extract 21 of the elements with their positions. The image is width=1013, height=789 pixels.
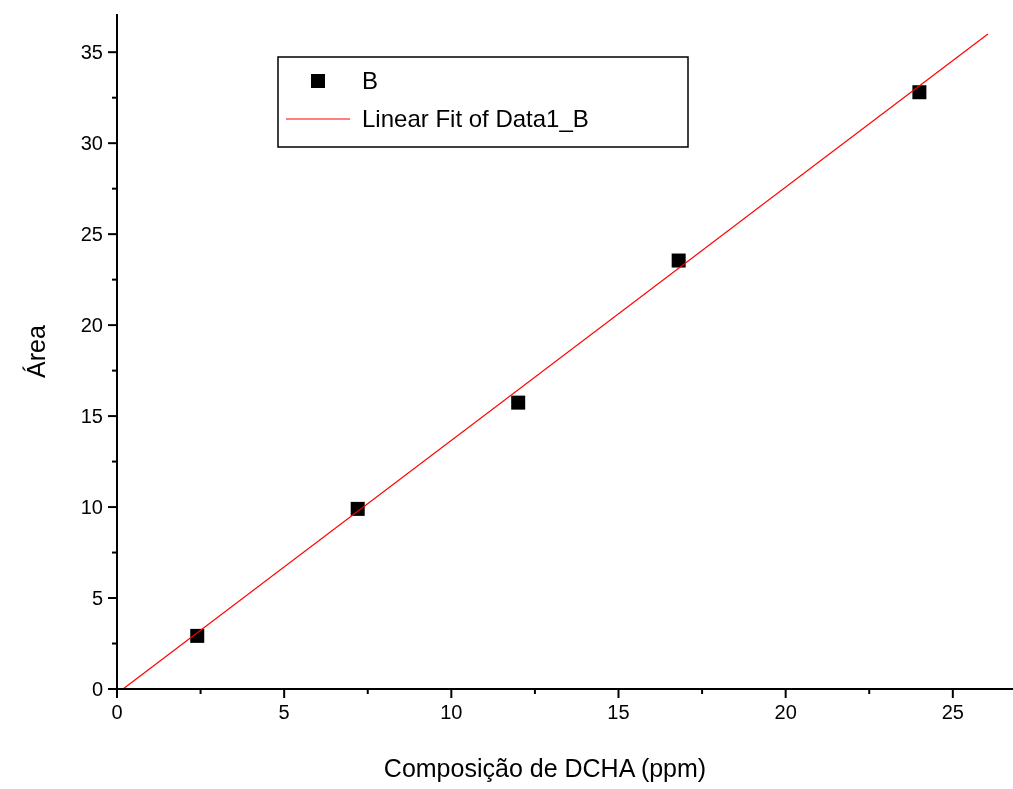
y-tick-label: 5 [91, 587, 103, 610]
y-tick-label: 30 [80, 132, 103, 155]
point [511, 395, 526, 410]
point [912, 85, 927, 100]
y-tick-label: 25 [80, 223, 103, 246]
y-tick-label: 0 [91, 678, 103, 700]
y-axis-title: Área [22, 325, 50, 378]
point [671, 253, 686, 268]
x-tick-label: 10 [440, 701, 463, 723]
y-tick-label: 20 [80, 314, 103, 337]
x-axis-title: Composição de DCHA (ppm) [383, 754, 707, 782]
x-tick-label: 0 [111, 701, 123, 723]
legend-label: B [362, 67, 379, 94]
x-tick-label: 25 [941, 701, 964, 723]
x-tick-label: 5 [278, 701, 290, 723]
y-tick-label: 35 [80, 41, 103, 64]
x-tick-label: 15 [607, 701, 630, 723]
x-tick-label: 20 [774, 701, 797, 723]
legend-label: Linear Fit of Data1_B [362, 105, 589, 132]
y-tick-label: 15 [80, 405, 103, 428]
y-tick-label: 10 [80, 496, 103, 519]
